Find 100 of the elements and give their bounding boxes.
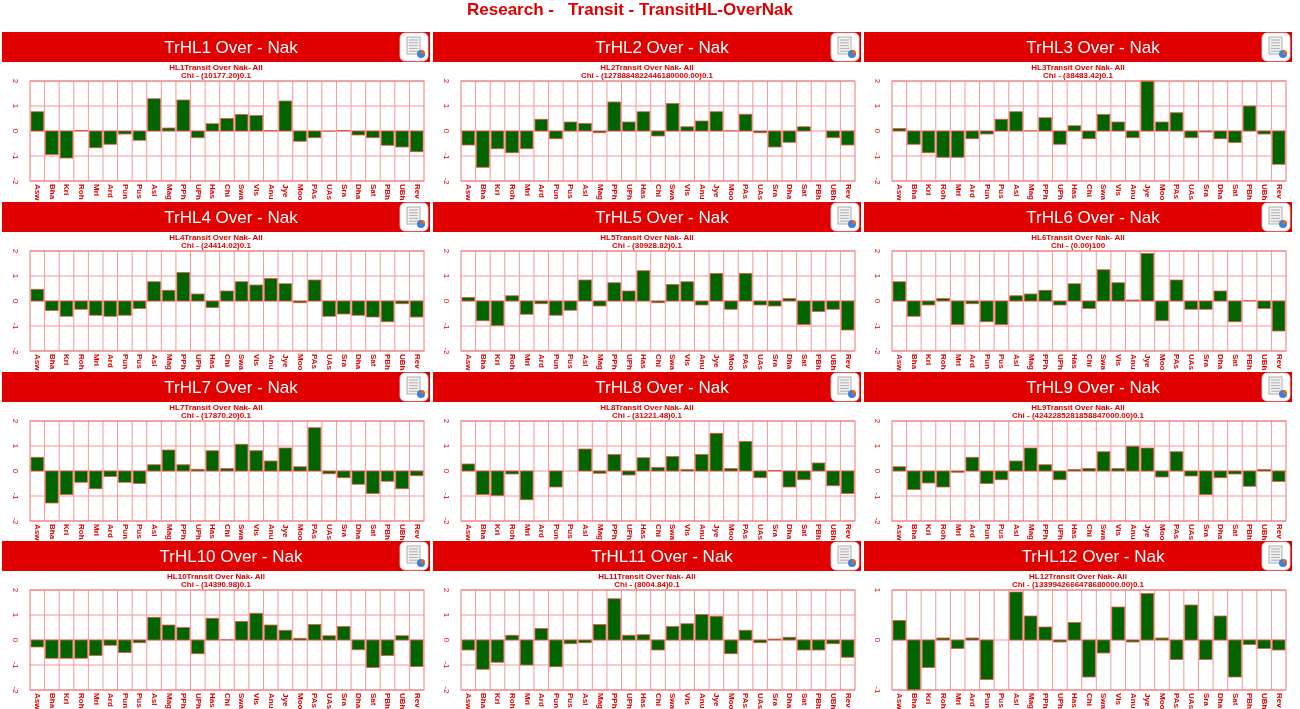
x-tick-label: Vis [683, 354, 693, 367]
x-tick-label: Swa [237, 693, 247, 709]
x-tick-label: PPh [1041, 354, 1051, 370]
x-tick-label: Mag [1026, 184, 1036, 201]
y-tick-label: 2 [872, 78, 882, 84]
x-tick-label: Pus [135, 524, 145, 540]
x-tick-label: Swa [237, 354, 247, 371]
chart-subtitle: HL9Transit Over Nak- All [1031, 403, 1125, 412]
x-tick-label: Moo [295, 693, 305, 709]
x-tick-label: Mri [91, 524, 101, 536]
x-tick-label: Pus [566, 693, 576, 709]
x-tick-label: Kri [62, 524, 72, 536]
x-tick-label: Kri [493, 693, 503, 705]
x-tick-label: Bha [478, 354, 488, 370]
x-tick-label: Sat [1230, 693, 1240, 706]
x-tick-label: Ard [106, 524, 116, 538]
x-tick-label: Moo [726, 354, 736, 371]
y-tick-label: -2 [10, 517, 20, 526]
x-tick-label: PBh [1245, 524, 1255, 541]
x-tick-label: UPh [193, 693, 203, 709]
y-tick-label: 1 [10, 103, 20, 109]
x-tick-label: Mag [164, 524, 174, 541]
x-tick-label: UAs [325, 184, 335, 201]
x-tick-label: Pus [997, 184, 1007, 200]
x-tick-label: PPh [179, 354, 189, 370]
x-tick-label: UAs [325, 524, 335, 541]
y-tick-label: -2 [10, 177, 20, 186]
chart-title: TrHL1 Over - Nak [164, 38, 299, 57]
x-tick-label: PPh [1041, 693, 1051, 709]
x-tick-label: Mag [1026, 693, 1036, 709]
text: Chi - (8004.84)0.1 [614, 580, 681, 589]
x-tick-label: Has [1070, 354, 1080, 370]
x-tick-label: Swa [1099, 524, 1109, 541]
x-tick-label: PBh [383, 354, 393, 371]
x-tick-label: Moo [295, 524, 305, 541]
x-tick-label: Bha [909, 693, 919, 709]
x-tick-label: Chi [1084, 524, 1094, 537]
x-tick-label: Pun [120, 524, 130, 540]
x-tick-label: Pun [982, 354, 992, 370]
x-tick-label: Mag [595, 693, 605, 709]
x-tick-label: Anu [266, 354, 276, 370]
x-tick-label: Asl [580, 184, 590, 197]
y-tick-label: 2 [10, 78, 20, 84]
y-tick-label: -2 [441, 347, 451, 356]
x-tick-label: Roh [938, 184, 948, 200]
x-tick-label: Chi [222, 354, 232, 367]
x-tick-label: Chi [653, 354, 663, 367]
x-tick-label: Mag [164, 184, 174, 201]
x-tick-label: Moo [726, 693, 736, 709]
x-tick-label: Pus [566, 184, 576, 200]
y-tick-label: -1 [441, 322, 451, 331]
x-tick-label: Sra [1201, 524, 1211, 538]
x-tick-label: Sat [1230, 184, 1240, 197]
text: Research - Transit - TransitHL-OverNak [467, 0, 794, 19]
x-tick-label: Roh [76, 693, 86, 709]
x-tick-label: Vis [1114, 354, 1124, 367]
x-tick-label: Jye [281, 693, 291, 707]
x-tick-label: Rev [1274, 693, 1284, 709]
y-tick-label: 1 [10, 612, 20, 618]
x-tick-label: UAs [756, 524, 766, 541]
x-tick-label: UAs [1187, 184, 1197, 201]
x-tick-label: Dha [1216, 354, 1226, 370]
y-tick-label: 0 [441, 637, 451, 643]
x-tick-label: Mri [522, 354, 532, 366]
x-tick-label: Mri [522, 524, 532, 536]
x-tick-label: Vis [683, 524, 693, 537]
x-tick-label: Has [208, 693, 218, 709]
x-tick-label: Dha [785, 693, 795, 709]
y-tick-label: 1 [10, 443, 20, 449]
x-tick-label: PBh [1245, 184, 1255, 201]
x-tick-label: PAs [310, 354, 320, 370]
x-tick-label: Dha [785, 354, 795, 370]
chart-subtitle: HL6Transit Over Nak- All [1031, 233, 1125, 242]
x-tick-label: UPh [193, 524, 203, 541]
y-tick-label: -2 [10, 347, 20, 356]
x-tick-label: Mag [595, 354, 605, 371]
x-tick-label: PBh [814, 693, 824, 709]
y-tick-label: -1 [441, 661, 451, 670]
x-tick-label: UPh [1055, 184, 1065, 201]
x-tick-label: Kri [924, 184, 934, 196]
x-tick-label: Moo [1157, 693, 1167, 709]
y-tick-label: -2 [10, 686, 20, 695]
x-tick-label: Vis [1114, 524, 1124, 537]
y-tick-label: 1 [441, 443, 451, 449]
y-tick-label: 2 [441, 248, 451, 254]
x-tick-label: Sra [1201, 693, 1211, 707]
chart-subtitle: HL7Transit Over Nak- All [169, 403, 263, 412]
x-tick-label: Chi [653, 524, 663, 537]
x-tick-label: Pus [566, 524, 576, 540]
x-tick-label: Bha [47, 524, 57, 540]
x-tick-label: Chi [222, 184, 232, 197]
x-tick-label: Asw [33, 524, 43, 542]
x-tick-label: Has [639, 354, 649, 370]
x-tick-label: Vis [252, 184, 262, 197]
x-tick-label: Rev [1274, 524, 1284, 540]
x-tick-label: Dha [354, 354, 364, 370]
x-tick-label: Roh [507, 354, 517, 370]
x-tick-label: PAs [741, 354, 751, 370]
x-tick-label: Pun [551, 354, 561, 370]
x-tick-label: Dha [785, 524, 795, 540]
